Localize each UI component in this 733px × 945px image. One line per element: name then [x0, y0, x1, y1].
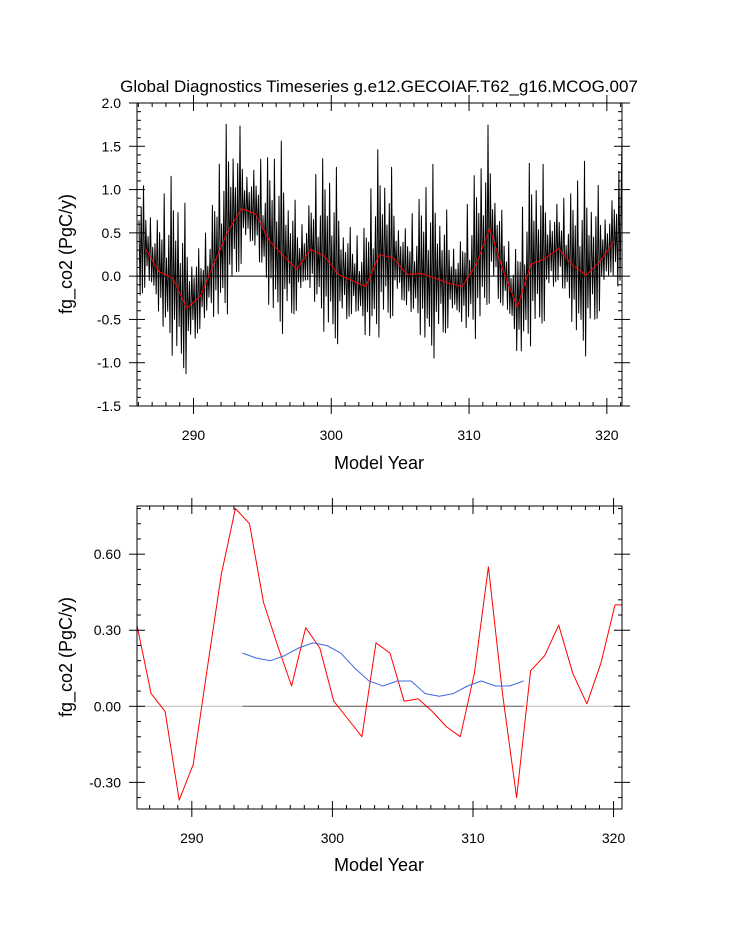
series-group: [136, 508, 622, 801]
x-tick-label: 290: [182, 427, 206, 443]
y-tick-label: 0.00: [94, 698, 121, 714]
series-line-0: [138, 123, 623, 375]
axis-ticks: [129, 498, 630, 817]
chart-title: Global Diagnostics Timeseries g.e12.GECO…: [120, 77, 638, 96]
y-axis-label: fg_co2 (PgC/y): [56, 194, 77, 314]
y-tick-label: -1.0: [97, 355, 121, 371]
x-axis-label: Model Year: [334, 453, 424, 473]
x-tick-label: 320: [595, 427, 619, 443]
x-tick-label: 300: [321, 830, 345, 846]
plot-frame: [136, 102, 623, 407]
x-tick-label: 320: [602, 830, 626, 846]
x-axis-label: Model Year: [334, 855, 424, 875]
y-tick-labels: -0.30 0.00 0.30 0.60: [89, 546, 121, 790]
series-line-1: [242, 642, 524, 697]
y-tick-label: 0.30: [94, 622, 121, 638]
y-tick-label: 1.5: [102, 138, 122, 154]
y-axis-label: fg_co2 (PgC/y): [56, 597, 77, 717]
x-tick-labels: 290 300 310 320: [180, 830, 625, 846]
y-tick-label: 1.0: [102, 182, 122, 198]
y-tick-label: 0.0: [102, 268, 122, 284]
x-tick-label: 310: [461, 830, 485, 846]
axis-ticks: [129, 95, 630, 414]
y-tick-label: -0.30: [89, 774, 121, 790]
series-group: [138, 123, 623, 375]
series-line-0: [136, 508, 622, 801]
series-line-1: [144, 208, 615, 309]
y-tick-label: -1.5: [97, 398, 121, 414]
plot-frame: [136, 505, 623, 810]
x-tick-label: 290: [180, 830, 204, 846]
x-tick-labels: 290 300 310 320: [182, 427, 619, 443]
x-tick-label: 300: [320, 427, 344, 443]
top-timeseries-panel: Global Diagnostics Timeseries g.e12.GECO…: [56, 77, 638, 473]
y-tick-label: -0.5: [97, 311, 121, 327]
bottom-annual-panel: 290 300 310 320 -0.30 0.00 0.30 0.60 Model Yea…: [56, 498, 630, 875]
x-tick-label: 310: [457, 427, 481, 443]
y-tick-label: 0.5: [102, 225, 122, 241]
y-tick-label: 0.60: [94, 546, 121, 562]
y-tick-labels: -1.5 -1.0 -0.5 0.0 0.5 1.0 1.5 2.0: [97, 95, 121, 414]
y-tick-label: 2.0: [102, 95, 122, 111]
